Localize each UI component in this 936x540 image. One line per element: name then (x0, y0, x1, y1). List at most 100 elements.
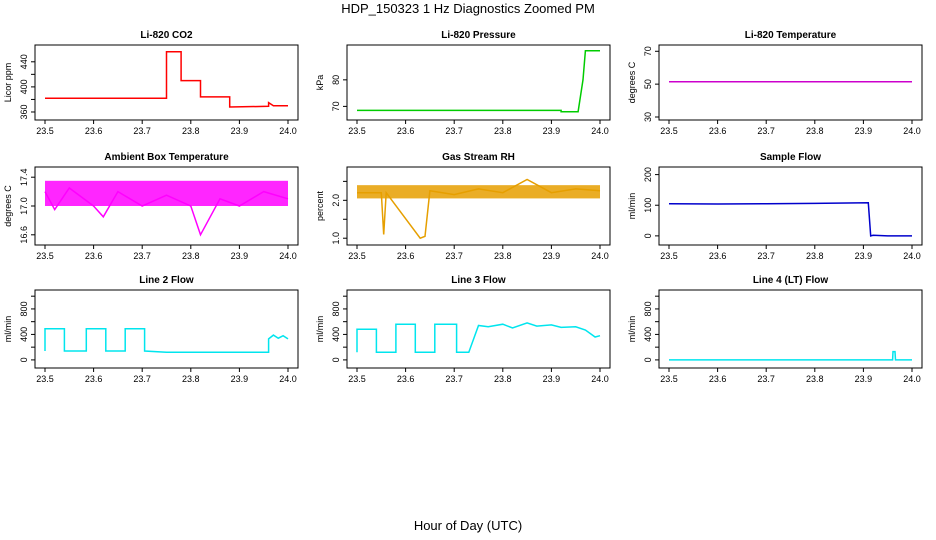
plot-frame (346, 166, 611, 246)
panel-gas-stream-rh: Gas Stream RH percent 23.5 23.6 23.7 23.8 23.9… (315, 152, 611, 261)
y-tick-label: 200 (643, 167, 653, 182)
data-band (357, 185, 600, 199)
y-tick-label: 400 (331, 327, 341, 342)
x-tick-label: 23.6 (397, 374, 415, 384)
plot-frame (658, 44, 923, 121)
plot-frame (34, 289, 299, 369)
x-tick-label: 23.7 (445, 126, 463, 136)
x-tick-label: 23.7 (445, 374, 463, 384)
series-line (44, 186, 289, 237)
x-tick-label: 23.6 (85, 374, 103, 384)
series-line (668, 202, 912, 237)
y-tick-label: 400 (19, 79, 29, 94)
y-axis-label: ml/min (627, 316, 637, 343)
x-tick-label: 23.7 (133, 126, 151, 136)
panel-title: Line 3 Flow (451, 275, 506, 286)
x-tick-label: 23.8 (494, 374, 512, 384)
x-tick-label: 23.7 (757, 374, 775, 384)
panel-li820-temperature: Li-820 Temperature degrees C 23.5 23.6 23.7 2… (627, 30, 923, 136)
panel-line-4-lt-flow: Line 4 (LT) Flow ml/min 23.5 23.6 23.7 23.8 23… (627, 275, 923, 384)
series-line (357, 49, 600, 113)
y-tick-label: 100 (643, 198, 653, 213)
x-tick-label: 24.0 (591, 251, 609, 261)
x-tick-label: 23.7 (757, 126, 775, 136)
x-tick-label: 23.5 (348, 251, 366, 261)
x-tick-label: 23.7 (757, 251, 775, 261)
panel-title: Line 2 Flow (139, 275, 194, 286)
y-tick-label: 30 (643, 112, 653, 122)
x-tick-label: 23.5 (348, 126, 366, 136)
plot-frame (658, 289, 923, 369)
x-tick-label: 23.5 (36, 374, 54, 384)
y-tick-label: 800 (19, 301, 29, 316)
y-axis-label: ml/min (315, 316, 325, 343)
x-tick-label: 23.6 (709, 251, 727, 261)
x-tick-label: 24.0 (279, 374, 297, 384)
panel-title: Li-820 Pressure (441, 30, 516, 41)
y-axis-label: percent (315, 190, 325, 221)
x-tick-label: 24.0 (903, 374, 921, 384)
x-tick-label: 23.8 (182, 251, 200, 261)
y-tick-label: 17.0 (19, 197, 29, 215)
series-line (669, 350, 912, 361)
panel-li820-pressure: Li-820 Pressure kPa 23.5 23.6 23.7 23.8 23.9 24… (315, 30, 611, 136)
x-tick-label: 23.7 (133, 374, 151, 384)
y-tick-label: 0 (331, 357, 341, 362)
y-tick-label: 0 (19, 357, 29, 362)
y-axis-label: kPa (315, 75, 325, 91)
x-tick-label: 23.6 (709, 126, 727, 136)
x-tick-label: 23.5 (348, 374, 366, 384)
data-band (45, 180, 288, 206)
series-line (357, 178, 601, 240)
x-tick-label: 24.0 (279, 126, 297, 136)
x-tick-label: 23.9 (855, 126, 873, 136)
y-tick-label: 80 (331, 75, 341, 85)
y-axis-label: degrees C (627, 61, 637, 103)
y-tick-label: 440 (19, 54, 29, 69)
x-tick-label: 23.9 (543, 374, 561, 384)
y-axis-label: Licor ppm (3, 63, 13, 103)
plot-frame (346, 289, 611, 369)
x-tick-label: 23.8 (182, 374, 200, 384)
x-tick-label: 23.6 (85, 126, 103, 136)
x-tick-label: 23.7 (133, 251, 151, 261)
x-tick-label: 23.6 (397, 251, 415, 261)
y-axis-label: ml/min (3, 316, 13, 343)
y-axis-label: ml/min (627, 193, 637, 220)
series-line (45, 51, 288, 108)
panel-line-2-flow: Line 2 Flow ml/min 23.5 23.6 23.7 23.8 23.9 24.… (3, 275, 299, 384)
x-tick-label: 23.9 (855, 251, 873, 261)
panel-sample-flow: Sample Flow ml/min 23.5 23.6 23.7 23.8 23.9 24.… (627, 152, 923, 261)
y-tick-label: 50 (643, 79, 653, 89)
panel-li820-co2: Li-820 CO2 Licor ppm 23.5 23.6 23.7 23.8 23.9 2… (3, 30, 299, 136)
y-axis-label: degrees C (3, 185, 13, 227)
x-tick-label: 23.6 (397, 126, 415, 136)
series-line (44, 327, 289, 354)
plot-frame (346, 44, 611, 121)
x-tick-label: 23.8 (494, 251, 512, 261)
panel-title: Sample Flow (760, 152, 821, 163)
y-tick-label: 0 (643, 357, 653, 362)
x-tick-label: 23.9 (231, 374, 249, 384)
y-tick-label: 17.4 (19, 168, 29, 186)
x-tick-label: 23.9 (231, 126, 249, 136)
x-tick-label: 23.9 (543, 126, 561, 136)
y-tick-label: 1.0 (331, 232, 341, 245)
x-tick-label: 23.8 (806, 126, 824, 136)
y-tick-label: 2.0 (331, 194, 341, 207)
x-tick-label: 23.5 (660, 251, 678, 261)
x-tick-label: 23.6 (85, 251, 103, 261)
x-axis-title: Hour of Day (UTC) (413, 518, 523, 533)
x-tick-label: 24.0 (903, 251, 921, 261)
y-tick-label: 800 (331, 301, 341, 316)
figure-title: HDP_150323 1 Hz Diagnostics Zoomed PM (341, 1, 595, 16)
y-tick-label: 0 (643, 233, 653, 238)
panel-ambient-box-temperature: Ambient Box Temperature degrees C 23.5 23.6… (3, 152, 299, 261)
y-tick-label: 16.6 (19, 226, 29, 244)
x-tick-label: 23.5 (660, 126, 678, 136)
x-tick-label: 24.0 (591, 126, 609, 136)
series-line (356, 322, 601, 354)
panel-title: Li-820 Temperature (745, 30, 837, 41)
x-tick-label: 23.8 (806, 251, 824, 261)
